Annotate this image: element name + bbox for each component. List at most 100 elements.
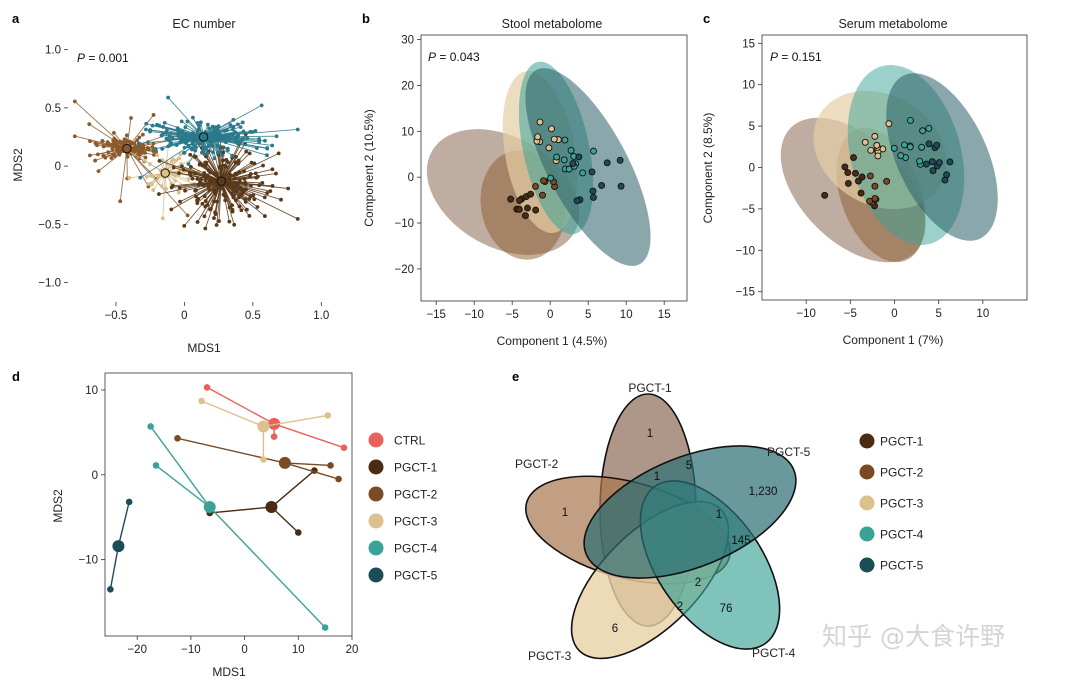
panel-a-point bbox=[173, 178, 178, 183]
panel-a-ray bbox=[119, 148, 128, 202]
panel-a-point bbox=[195, 220, 200, 224]
panel-d-xtick-label: −20 bbox=[127, 644, 147, 656]
panel-a-point bbox=[223, 163, 227, 168]
panel-a-point bbox=[186, 177, 191, 181]
panel-a-point bbox=[261, 163, 265, 168]
panel-a-ytick-label: 0.5 bbox=[45, 103, 61, 115]
panel-a-point bbox=[152, 152, 156, 157]
panel-d-spoke bbox=[284, 462, 331, 467]
panel-a-ray bbox=[203, 136, 265, 142]
panel-b-ytick-label: 0 bbox=[408, 172, 414, 184]
panel-a-point bbox=[214, 223, 219, 227]
panel-a-point bbox=[236, 158, 241, 163]
panel-a-point bbox=[207, 188, 212, 192]
panel-a-point bbox=[101, 153, 106, 158]
panel-a-ray bbox=[161, 135, 204, 138]
panel-a-point bbox=[124, 133, 129, 138]
panel-a-point bbox=[143, 155, 148, 160]
panel-a-ray bbox=[197, 180, 222, 223]
panel-b-point bbox=[565, 165, 573, 173]
panel-c-point bbox=[935, 159, 943, 167]
panel-c-letter: c bbox=[703, 11, 710, 26]
panel-a-point bbox=[236, 139, 241, 144]
panel-b-points bbox=[507, 118, 625, 220]
panel-a-xtick-label: 0 bbox=[181, 310, 187, 322]
panel-a-point bbox=[179, 138, 184, 142]
panel-a-point bbox=[255, 205, 260, 209]
panel-a-point bbox=[109, 142, 114, 147]
panel-d-series-PGCT-2 bbox=[174, 435, 342, 483]
panel-a-ytick-label: −0.5 bbox=[38, 219, 61, 231]
panel-a-ray bbox=[221, 180, 258, 208]
panel-d-point bbox=[260, 456, 267, 463]
panel-d-point bbox=[324, 412, 332, 419]
panel-b-title: Stool metabolome bbox=[502, 17, 603, 31]
panel-b-point bbox=[561, 136, 569, 144]
panel-a-point bbox=[144, 127, 148, 132]
panel-a-point bbox=[157, 123, 162, 128]
panel-a-point bbox=[159, 133, 164, 138]
panel-a-point bbox=[164, 186, 169, 191]
panel-a-point bbox=[263, 138, 267, 143]
panel-a-point bbox=[138, 175, 143, 180]
panel-d-series-PGCT-1 bbox=[206, 467, 318, 536]
panel-a-point bbox=[237, 204, 242, 209]
venn-count: 1 bbox=[716, 509, 722, 521]
panel-c-ytick-label: −10 bbox=[735, 245, 755, 257]
panel-c-point bbox=[854, 177, 862, 185]
panel-b-ytick-label: −10 bbox=[394, 218, 414, 230]
panel-d-point bbox=[107, 586, 114, 593]
panel-d-ytick-label: 0 bbox=[92, 470, 98, 482]
panel-c-point bbox=[925, 140, 933, 148]
panel-a-xtick-label: 1.0 bbox=[313, 310, 329, 322]
panel-d-spoke bbox=[271, 470, 315, 508]
panel-b-point bbox=[536, 118, 544, 126]
panel-c-point bbox=[916, 157, 924, 165]
panel-b-xtick-label: −10 bbox=[464, 309, 484, 321]
panel-e-letter: e bbox=[512, 369, 519, 384]
panel-a-point bbox=[160, 216, 165, 221]
panel-a-point bbox=[129, 116, 133, 120]
panel-c-point bbox=[918, 143, 926, 151]
panel-a-ray bbox=[150, 129, 204, 138]
legend-d-swatch bbox=[368, 567, 384, 583]
panel-c-point bbox=[885, 120, 893, 128]
panel-a-point bbox=[139, 145, 143, 150]
panel-a-centroid bbox=[122, 143, 132, 154]
panel-c-xtick-label: 10 bbox=[976, 308, 989, 320]
panel-a-point bbox=[203, 226, 208, 231]
panel-d-spoke bbox=[150, 426, 211, 508]
panel-a-point bbox=[196, 183, 201, 187]
panel-d-legend: CTRL PGCT-1 PGCT-2 PGCT-3 PGCT-4 PGCT-5 bbox=[368, 432, 438, 583]
panel-b-point bbox=[590, 194, 597, 201]
panel-b-point bbox=[527, 190, 535, 198]
panel-d-centroid bbox=[278, 456, 291, 469]
panel-d-point bbox=[321, 624, 329, 631]
panel-a-point bbox=[203, 199, 208, 203]
panel-a-point bbox=[208, 170, 213, 175]
panel-a-point bbox=[183, 188, 188, 193]
panel-c-title: Serum metabolome bbox=[838, 17, 947, 31]
legend-d-label: CTRL bbox=[394, 434, 426, 448]
panel-a-point bbox=[276, 151, 281, 156]
panel-b: b Stool metabolome −15 −10 −5 0 5 10 15 −20 −10 0… bbox=[362, 11, 688, 348]
panel-a-point bbox=[295, 127, 300, 132]
legend-d-label: PGCT-5 bbox=[394, 569, 438, 583]
panel-c-ticks: −10 −5 0 5 10 −15 −10 −5 0 5 10 15 bbox=[735, 38, 989, 320]
venn-label-pgct4: PGCT-4 bbox=[752, 646, 796, 660]
panel-c-point bbox=[866, 172, 874, 180]
panel-a-point bbox=[202, 214, 207, 219]
panel-a-point bbox=[247, 213, 252, 218]
panel-a-xlabel: MDS1 bbox=[187, 341, 221, 355]
panel-a-series-PGCT-5 bbox=[136, 95, 300, 180]
panel-d-point bbox=[174, 435, 181, 442]
panel-d-frame bbox=[104, 372, 353, 637]
panel-a-point bbox=[72, 134, 77, 139]
panel-a-ray bbox=[209, 181, 222, 210]
panel-a-point bbox=[213, 212, 218, 217]
panel-b-point bbox=[617, 182, 625, 190]
panel-d-point bbox=[203, 384, 211, 391]
panel-a-ray bbox=[220, 143, 246, 182]
panel-a-point bbox=[212, 216, 216, 220]
panel-a-point bbox=[260, 181, 265, 185]
